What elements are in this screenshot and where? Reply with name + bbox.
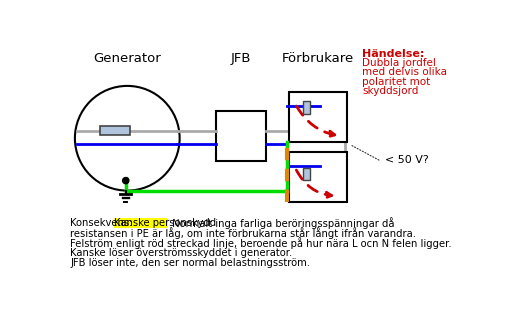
- Text: Generator: Generator: [93, 52, 161, 65]
- Bar: [289, 152, 347, 202]
- Text: Felström enligt röd streckad linje, beroende på hur nära L ocn N felen ligger.: Felström enligt röd streckad linje, bero…: [70, 238, 452, 250]
- Text: resistansen i PE är låg, om inte förbrukarna står långt ifrån varandra.: resistansen i PE är låg, om inte förbruk…: [70, 228, 416, 239]
- Text: Händelse:: Händelse:: [362, 49, 424, 59]
- Bar: [289, 92, 347, 142]
- Bar: [216, 111, 266, 161]
- Text: JFB: JFB: [230, 52, 251, 65]
- Bar: [303, 101, 310, 114]
- Text: polaritet mot: polaritet mot: [362, 77, 431, 87]
- Bar: [100, 126, 130, 135]
- Text: Kanske löser överströmsskyddet i generator.: Kanske löser överströmsskyddet i generat…: [70, 248, 293, 258]
- Text: Kanske personskydd: Kanske personskydd: [114, 218, 216, 228]
- Text: Konsekvens:: Konsekvens:: [70, 218, 133, 228]
- Text: < 50 V?: < 50 V?: [385, 155, 429, 165]
- Text: med delvis olika: med delvis olika: [362, 67, 447, 77]
- Text: Förbrukare: Förbrukare: [281, 52, 354, 65]
- Text: JFB löser inte, den ser normal belastningsström.: JFB löser inte, den ser normal belastnin…: [70, 258, 310, 268]
- Text: skyddsjord: skyddsjord: [362, 86, 419, 96]
- Text: Dubbla jordfel: Dubbla jordfel: [362, 58, 436, 68]
- Circle shape: [123, 177, 129, 184]
- Bar: [114, 218, 168, 228]
- Text: Normalt inga farliga beröringsspänningar då: Normalt inga farliga beröringsspänningar…: [169, 218, 394, 230]
- Bar: [303, 168, 310, 180]
